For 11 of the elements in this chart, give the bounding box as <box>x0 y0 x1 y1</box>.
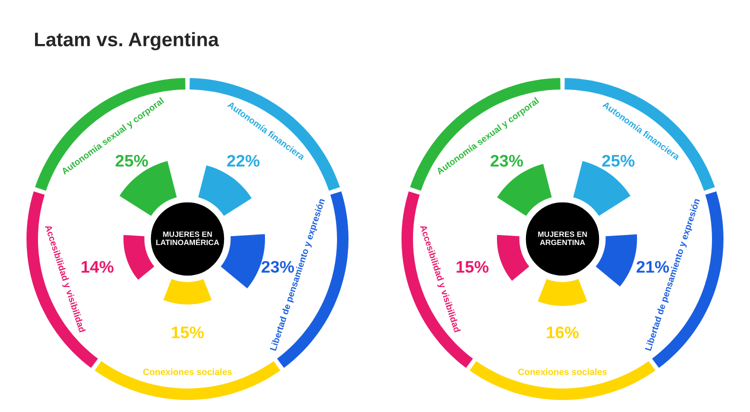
data-label: 23% <box>490 154 523 167</box>
data-label: 25% <box>602 154 635 167</box>
data-label: 15% <box>456 260 489 273</box>
category-label: Conexiones sociales <box>143 368 232 376</box>
data-label: 14% <box>82 260 114 273</box>
data-label: 15% <box>172 326 204 338</box>
data-label: 16% <box>546 326 579 338</box>
data-label: 25% <box>116 154 148 167</box>
category-label: Conexiones sociales <box>518 368 607 376</box>
data-label: 22% <box>227 154 260 167</box>
text: Latam vs. Argentina <box>35 32 219 50</box>
